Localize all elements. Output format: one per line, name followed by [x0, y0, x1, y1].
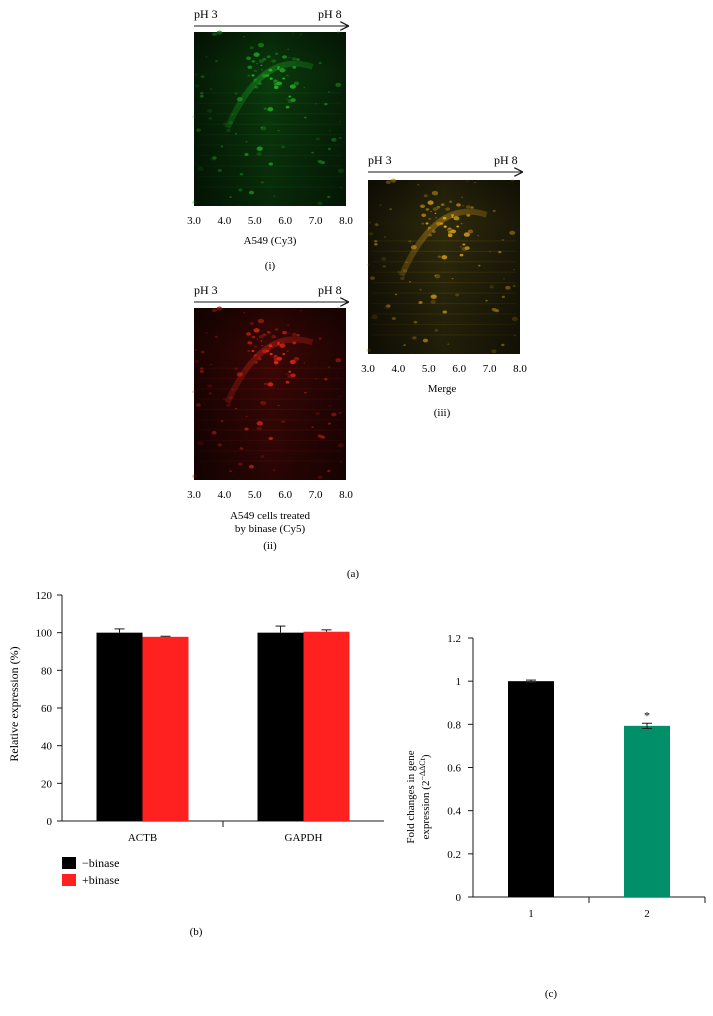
gel-iii-ph-left: pH 3: [368, 153, 392, 167]
chart-b-y-tick-label: 40: [41, 741, 53, 753]
chart-b-x-tick-label: ACTB: [128, 832, 157, 844]
gel-iii-label: Merge: [428, 383, 457, 395]
legend-swatch-minus-binase: [62, 857, 76, 869]
gel-ii-shade-v: [194, 308, 346, 480]
chart-c-y-tick-label: 1.2: [447, 633, 461, 645]
chart-c-caption: (c): [545, 988, 558, 1000]
chart-c-bar-2: [624, 725, 670, 897]
gel_i-x-tick-label: 7.0: [309, 215, 323, 227]
chart-c-ylabel-sup: −ΔΔCt: [418, 757, 427, 780]
gel-i-shade-v: [194, 32, 346, 206]
legend-label-plus-binase: +binase: [82, 873, 119, 887]
chart-c-y-tick-label: 0.4: [447, 806, 461, 818]
gel_iii-x-tick-label: 6.0: [452, 363, 466, 375]
gel_i-x-tick-label: 3.0: [187, 215, 201, 227]
gel_ii-x-tick-label: 7.0: [309, 489, 323, 501]
gel-i-group: pH 3 pH 8 3.0 4.0 5.0 6.0 7.0 8.0 A549 (Cy3) …: [187, 7, 353, 272]
gel_ii-x-tick-label: 8.0: [339, 489, 353, 501]
legend-label-minus-binase: −binase: [82, 856, 119, 870]
panel-a-caption: (a): [347, 568, 360, 580]
chart-c-significance-marker: *: [644, 708, 650, 722]
gel-i-ph-left: pH 3: [194, 7, 218, 21]
chart-b-bar-actb-plus-binase: [142, 636, 189, 821]
gel-i-panel-label: (i): [265, 260, 276, 272]
chart-b-bar-actb-minus-binase: [96, 632, 143, 821]
chart-b-bar-gapdh-plus-binase: [303, 631, 350, 821]
chart-c-y-tick-label: 0.8: [447, 719, 461, 731]
gel_i-x-tick-label: 6.0: [278, 215, 292, 227]
gel-ii-label-line1: A549 cells treated: [230, 510, 311, 522]
chart-b-y-tick-label: 100: [36, 628, 53, 640]
chart-b-y-tick-label: 120: [36, 590, 53, 602]
gel_iii-x-tick-label: 3.0: [361, 363, 375, 375]
gel_iii-x-tick-label: 8.0: [513, 363, 527, 375]
chart-b-x-tick-label: GAPDH: [285, 832, 323, 844]
chart-b-bar-gapdh-minus-binase: [257, 632, 304, 821]
chart-c-ylabel-base: expression (2: [420, 781, 432, 840]
chart-b-ylabel: Relative expression (%): [7, 646, 21, 761]
gel_i-x-tick-label: 5.0: [248, 215, 262, 227]
chart-b-y-tick-label: 80: [41, 665, 53, 677]
gel_ii-x-tick-label: 4.0: [218, 489, 232, 501]
chart-b-legend: −binase +binase: [62, 856, 119, 887]
chart-b-y-tick-label: 60: [41, 703, 53, 715]
gel_ii-x-tick-label: 5.0: [248, 489, 262, 501]
gel-ii-ph-right: pH 8: [318, 283, 342, 297]
chart-b-caption: (b): [190, 926, 203, 938]
chart-c-y-tick-label: 0: [456, 892, 462, 904]
gel_ii-x-tick-label: 6.0: [278, 489, 292, 501]
gel-iii-group: pH 3 pH 8 3.0 4.0 5.0 6.0 7.0 8.0 Merge (iii): [361, 153, 527, 419]
gel_iii-x-tick-label: 7.0: [483, 363, 497, 375]
legend-swatch-plus-binase: [62, 874, 76, 886]
gel_iii-x-tick-label: 4.0: [392, 363, 406, 375]
chart-b-y-tick-label: 20: [41, 778, 53, 790]
gel_iii-x-tick-label: 5.0: [422, 363, 436, 375]
chart-c-ylabel-line2: expression (2−ΔΔCt): [418, 754, 432, 839]
chart-b: Relative expression (%) 0 20 40 60 80 100 120 A…: [7, 590, 384, 938]
chart-c-y-tick-label: 1: [456, 676, 462, 688]
chart-c-y-tick-label: 0.6: [447, 763, 461, 775]
gel-i-ph-right: pH 8: [318, 7, 342, 21]
gel-ii-panel-label: (ii): [263, 540, 277, 552]
chart-c-ylabel-close: ): [420, 754, 432, 758]
gel-ii-ph-left: pH 3: [194, 283, 218, 297]
chart-c-bar-1: [508, 681, 554, 897]
gel-i-label: A549 (Cy3): [244, 235, 297, 247]
gel_ii-x-tick-label: 3.0: [187, 489, 201, 501]
chart-c-y-tick-label: 0.2: [447, 849, 461, 861]
gel-iii-ph-right: pH 8: [494, 153, 518, 167]
gel_i-x-tick-label: 8.0: [339, 215, 353, 227]
chart-c-x-tick-label: 2: [644, 908, 650, 920]
chart-b-y-tick-label: 0: [47, 816, 53, 828]
chart-c-x-tick-label: 1: [528, 908, 534, 920]
gel-ii-group: pH 3 pH 8 3.0 4.0 5.0 6.0 7.0 8.0 A549 cells …: [187, 283, 353, 552]
chart-c: Fold changes in gene expression (2−ΔΔCt)…: [405, 633, 706, 1000]
gel-ii-label-line2: by binase (Cy5): [235, 523, 306, 535]
gel-iii-panel-label: (iii): [434, 407, 451, 419]
gel-iii-shade-v: [368, 180, 520, 354]
chart-c-ylabel-line1: Fold changes in gene: [405, 750, 417, 843]
gel_i-x-tick-label: 4.0: [218, 215, 232, 227]
